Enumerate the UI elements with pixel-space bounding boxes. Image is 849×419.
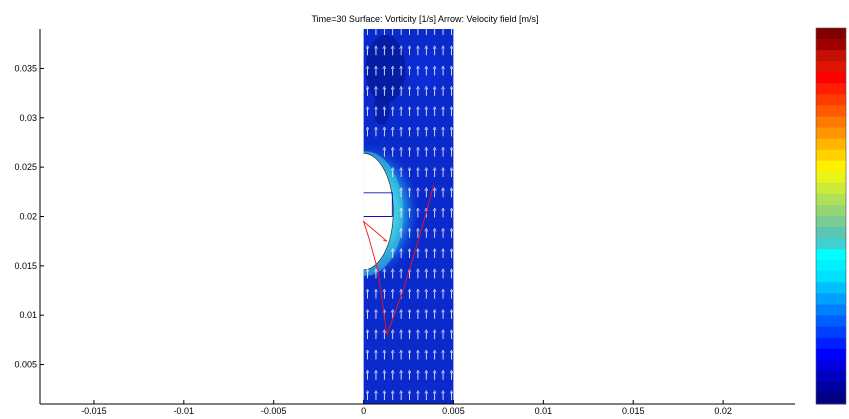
- colorbar-swatch: [816, 304, 846, 317]
- colorbar-swatch: [816, 204, 846, 217]
- vortex-patch: [405, 49, 442, 89]
- colorbar: [815, 27, 847, 405]
- colorbar-swatch: [816, 370, 846, 383]
- x-tick-label: 0.02: [714, 406, 732, 416]
- colorbar-swatch: [816, 116, 846, 129]
- vortex-patch: [365, 35, 406, 103]
- colorbar-swatch: [816, 249, 846, 261]
- colorbar-swatch: [816, 260, 846, 272]
- colorbar-swatch: [816, 315, 846, 328]
- domain-layer: [363, 29, 454, 404]
- interface-curve: [362, 184, 435, 336]
- x-tick-label: 0.01: [535, 406, 553, 416]
- x-tick-label: 0: [361, 406, 366, 416]
- colorbar-swatch: [816, 193, 846, 206]
- y-tick-label: 0.015: [14, 261, 37, 271]
- colorbar-swatch: [816, 359, 846, 372]
- colorbar-swatch: [816, 83, 846, 95]
- probe-curve: [363, 192, 393, 217]
- axes: -0.015 -0.01 -0.005 0 0.005 0.01 0.015 0.02 0.00…: [14, 29, 795, 416]
- y-tick-label: 0.005: [14, 360, 37, 370]
- vortex-patch: [373, 93, 390, 125]
- colorbar-frame: [815, 27, 847, 405]
- bubble: [363, 153, 394, 271]
- colorbar-swatch: [816, 149, 846, 162]
- colorbar-swatch: [816, 381, 846, 394]
- colorbar-swatch: [816, 348, 846, 361]
- colorbar-swatch: [816, 160, 846, 173]
- colorbar-swatch: [816, 171, 846, 184]
- x-tick-label: 0.015: [622, 406, 645, 416]
- y-tick-label: 0.025: [14, 162, 37, 172]
- colorbar-swatch: [816, 39, 846, 51]
- velocity-arrows: [368, 29, 452, 400]
- colorbar-swatch: [816, 105, 846, 117]
- colorbar-swatch: [816, 326, 846, 339]
- colorbar-swatch: [816, 392, 846, 405]
- y-tick-label: 0.035: [14, 63, 37, 73]
- colorbar-swatch: [816, 72, 846, 84]
- colorbar-swatch: [816, 182, 846, 195]
- x-tick-label: -0.005: [261, 406, 287, 416]
- chart-title: Time=30 Surface: Vorticity [1/s] Arrow: …: [312, 14, 539, 24]
- colorbar-swatch: [816, 28, 846, 40]
- colorbar-swatch: [816, 238, 846, 250]
- colorbar-swatch: [816, 293, 846, 305]
- colorbar-swatch: [816, 337, 846, 350]
- colorbar-swatch: [816, 227, 846, 239]
- x-tick-label: 0.005: [442, 406, 465, 416]
- colorbar-swatch: [816, 127, 846, 140]
- y-tick-label: 0.03: [19, 113, 37, 123]
- y-tick-label: 0.02: [19, 212, 37, 222]
- colorbar-swatch: [816, 282, 846, 294]
- colorbar-swatch: [816, 271, 846, 283]
- x-tick-label: -0.01: [174, 406, 195, 416]
- colorbar-swatch: [816, 94, 846, 106]
- x-tick-label: -0.015: [81, 406, 107, 416]
- colorbar-swatch: [816, 216, 846, 228]
- curves-layer: [362, 184, 435, 336]
- colorbar-swatch: [816, 61, 846, 73]
- colorbar-swatch: [816, 50, 846, 62]
- y-tick-label: 0.01: [19, 310, 37, 320]
- colorbar-swatch: [816, 138, 846, 151]
